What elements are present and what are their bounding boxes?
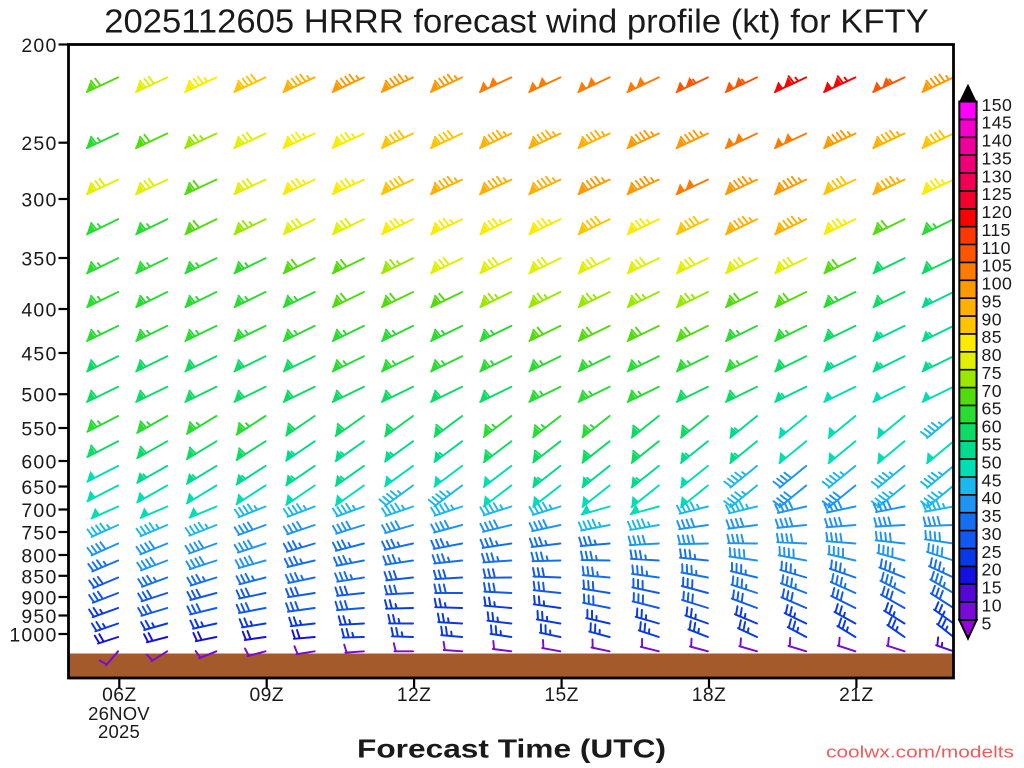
- svg-text:150: 150: [982, 95, 1013, 115]
- svg-text:135: 135: [982, 148, 1013, 168]
- svg-text:145: 145: [982, 113, 1013, 133]
- svg-text:10: 10: [982, 595, 1002, 615]
- svg-text:75: 75: [982, 363, 1002, 383]
- svg-text:2025: 2025: [98, 721, 140, 742]
- svg-text:12Z: 12Z: [397, 685, 431, 706]
- svg-text:06Z: 06Z: [102, 685, 136, 706]
- svg-text:45: 45: [982, 470, 1002, 490]
- svg-text:18Z: 18Z: [692, 685, 726, 706]
- svg-text:26NOV: 26NOV: [88, 703, 150, 724]
- svg-text:650: 650: [21, 477, 57, 499]
- svg-text:Forecast Time (UTC): Forecast Time (UTC): [357, 734, 666, 764]
- svg-text:40: 40: [982, 488, 1002, 508]
- svg-text:450: 450: [21, 344, 57, 366]
- svg-text:80: 80: [982, 345, 1002, 365]
- svg-text:35: 35: [982, 506, 1002, 526]
- svg-text:15: 15: [982, 578, 1002, 598]
- svg-text:900: 900: [21, 588, 57, 610]
- svg-text:1000: 1000: [9, 625, 57, 647]
- svg-text:120: 120: [982, 202, 1013, 222]
- svg-text:550: 550: [21, 419, 57, 441]
- svg-text:60: 60: [982, 417, 1002, 437]
- svg-text:21Z: 21Z: [839, 685, 873, 706]
- svg-text:400: 400: [21, 300, 57, 322]
- svg-text:09Z: 09Z: [249, 685, 283, 706]
- svg-text:2025112605 HRRR forecast wind: 2025112605 HRRR forecast wind profile (k…: [104, 3, 929, 40]
- svg-text:950: 950: [21, 606, 57, 628]
- svg-text:55: 55: [982, 435, 1002, 455]
- svg-text:100: 100: [982, 274, 1013, 294]
- svg-text:700: 700: [21, 500, 57, 522]
- svg-text:90: 90: [982, 309, 1002, 329]
- svg-text:250: 250: [21, 133, 57, 155]
- svg-text:130: 130: [982, 166, 1013, 186]
- svg-text:125: 125: [982, 184, 1013, 204]
- svg-text:15Z: 15Z: [544, 685, 578, 706]
- svg-text:105: 105: [982, 256, 1013, 276]
- svg-text:500: 500: [21, 385, 57, 407]
- svg-text:50: 50: [982, 452, 1002, 472]
- svg-text:140: 140: [982, 131, 1013, 151]
- svg-text:20: 20: [982, 560, 1002, 580]
- svg-text:95: 95: [982, 292, 1002, 312]
- svg-text:coolwx.com/modelts: coolwx.com/modelts: [826, 743, 1014, 762]
- svg-text:65: 65: [982, 399, 1002, 419]
- svg-text:850: 850: [21, 566, 57, 588]
- svg-text:350: 350: [21, 249, 57, 271]
- svg-text:5: 5: [982, 613, 992, 633]
- svg-text:300: 300: [21, 190, 57, 212]
- svg-text:600: 600: [21, 452, 57, 474]
- svg-text:200: 200: [21, 35, 57, 57]
- svg-text:25: 25: [982, 542, 1002, 562]
- svg-text:115: 115: [982, 220, 1011, 240]
- svg-text:800: 800: [21, 546, 57, 568]
- svg-text:750: 750: [21, 523, 57, 545]
- svg-text:70: 70: [982, 381, 1002, 401]
- svg-text:85: 85: [982, 327, 1002, 347]
- svg-text:30: 30: [982, 524, 1002, 544]
- svg-text:110: 110: [982, 238, 1011, 258]
